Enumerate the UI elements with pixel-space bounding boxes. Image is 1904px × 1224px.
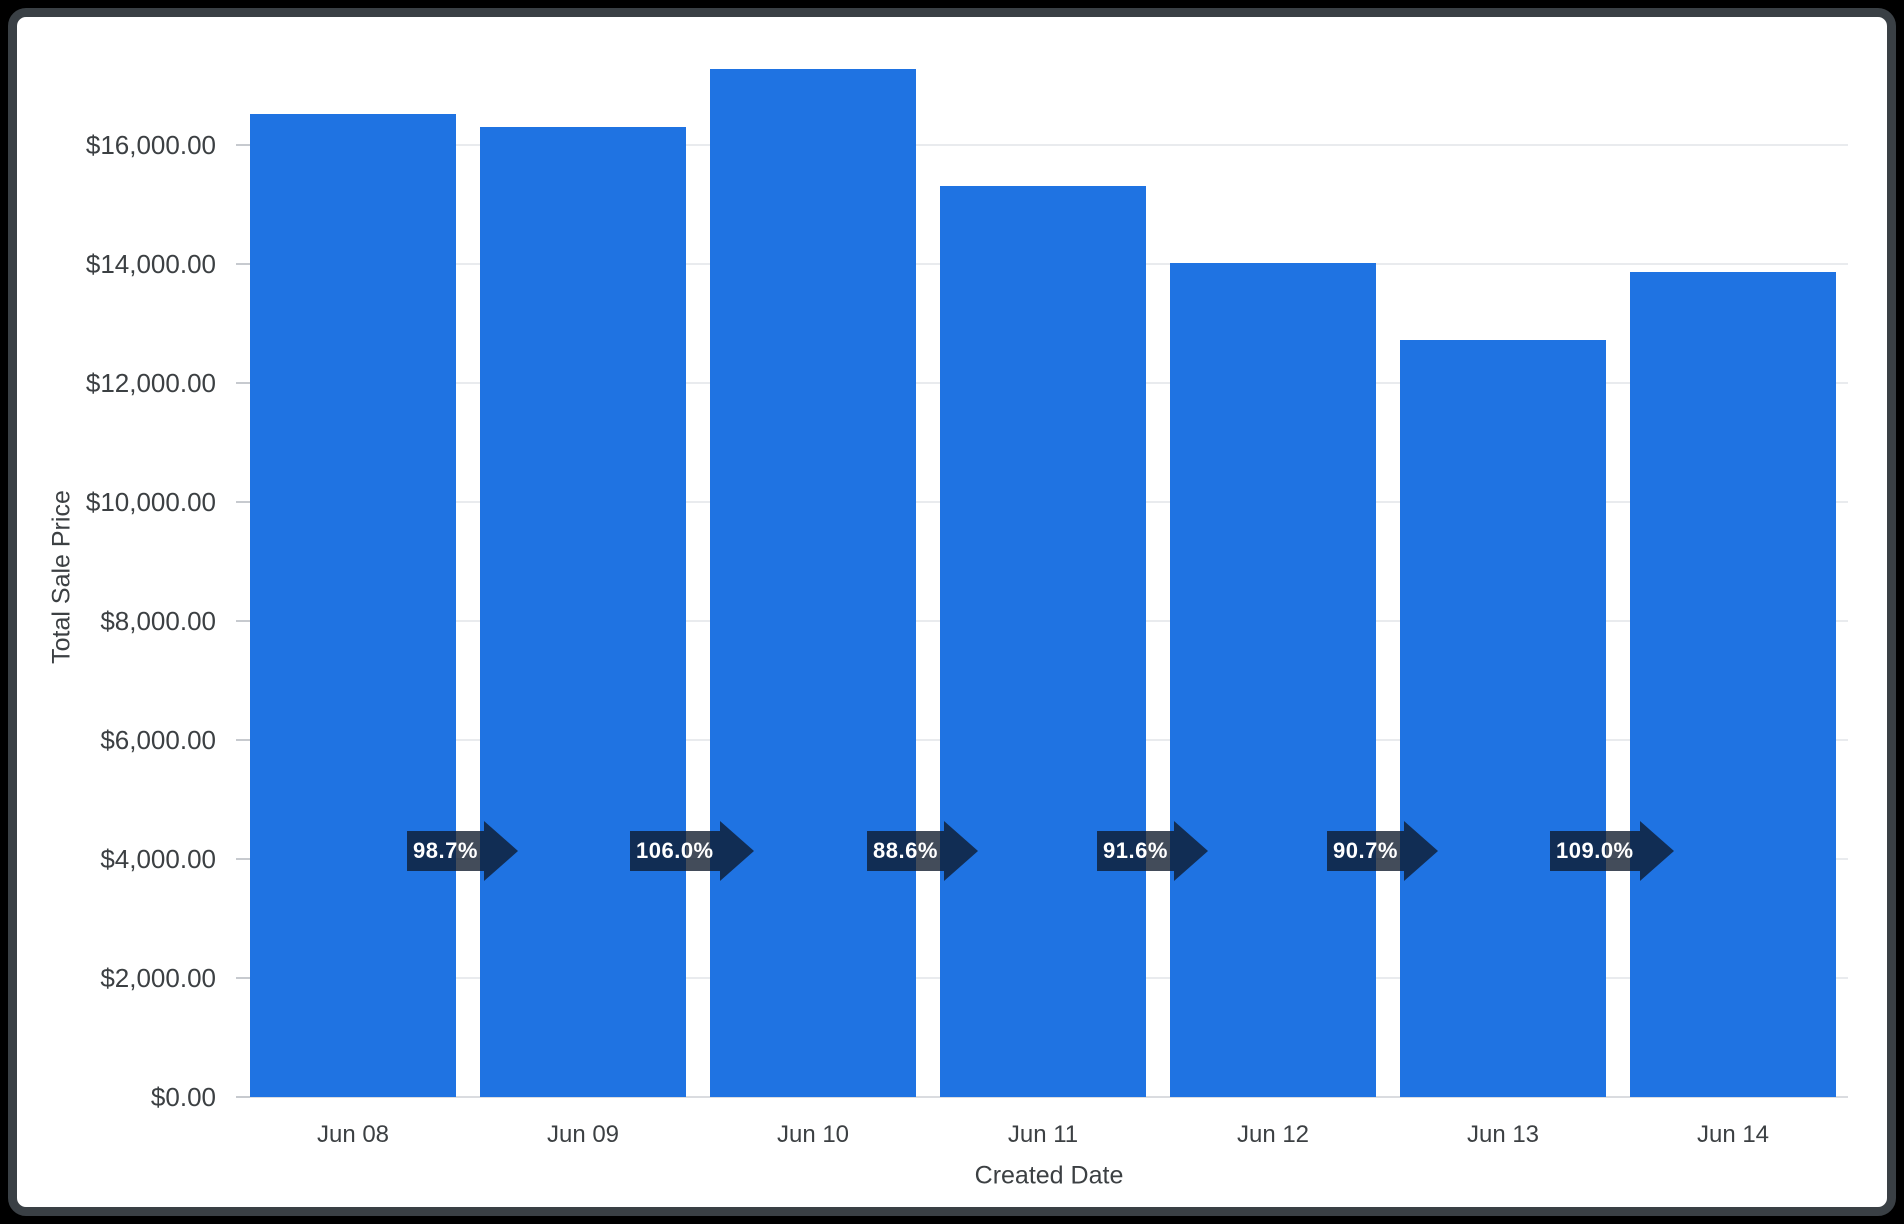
bar-jun-13[interactable]	[1400, 340, 1606, 1097]
arrow-right-icon	[483, 821, 518, 881]
y-axis-tick-mark	[236, 977, 250, 979]
y-axis-tick-label: $10,000.00	[85, 487, 216, 517]
x-axis-baseline	[250, 1096, 1848, 1098]
growth-badge-label: 88.6%	[867, 831, 944, 871]
growth-badge-label: 106.0%	[630, 831, 720, 871]
x-axis-title: Created Date	[974, 1161, 1124, 1190]
growth-badge: 90.7%	[1327, 821, 1438, 881]
y-axis-tick-label: $6,000.00	[100, 725, 216, 755]
x-axis-tick-label: Jun 09	[546, 1121, 620, 1148]
bar-jun-10[interactable]	[710, 68, 916, 1097]
x-axis-tick-label: Jun 14	[1696, 1121, 1770, 1148]
y-axis-tick-mark	[236, 1096, 250, 1098]
y-axis-tick-mark	[236, 144, 250, 146]
y-axis-tick-mark	[236, 263, 250, 265]
arrow-right-icon	[1639, 821, 1674, 881]
y-axis-tick-mark	[236, 739, 250, 741]
x-axis-tick-label: Jun 13	[1466, 1121, 1540, 1148]
growth-badge: 106.0%	[630, 821, 754, 881]
growth-badge-label: 109.0%	[1550, 831, 1640, 871]
growth-badge: 109.0%	[1550, 821, 1674, 881]
y-axis-title: Total Sale Price	[47, 490, 76, 664]
arrow-right-icon	[943, 821, 978, 881]
growth-badge-label: 90.7%	[1327, 831, 1404, 871]
x-axis-tick-label: Jun 10	[776, 1121, 850, 1148]
arrow-right-icon	[1403, 821, 1438, 881]
y-axis-tick-mark	[236, 620, 250, 622]
y-axis-tick-label: $12,000.00	[85, 368, 216, 398]
y-axis-tick-mark	[236, 382, 250, 384]
arrow-right-icon	[1173, 821, 1208, 881]
growth-badge: 98.7%	[407, 821, 518, 881]
x-axis-tick-label: Jun 12	[1236, 1121, 1310, 1148]
y-axis-tick-label: $4,000.00	[100, 844, 216, 874]
y-axis-tick-label: $8,000.00	[100, 606, 216, 636]
y-axis-tick-label: $0.00	[150, 1082, 216, 1112]
y-axis-tick-mark	[236, 501, 250, 503]
growth-badge-label: 91.6%	[1097, 831, 1174, 871]
bar-jun-12[interactable]	[1170, 262, 1376, 1097]
x-axis-tick-label: Jun 11	[1007, 1121, 1079, 1148]
gridline	[250, 144, 1848, 146]
y-axis-tick-mark	[236, 858, 250, 860]
x-axis-tick-label: Jun 08	[316, 1121, 390, 1148]
y-axis-tick-label: $14,000.00	[85, 249, 216, 279]
bar-jun-11[interactable]	[940, 186, 1146, 1097]
growth-badge: 91.6%	[1097, 821, 1208, 881]
y-axis-tick-label: $2,000.00	[100, 963, 216, 993]
y-axis-tick-label: $16,000.00	[85, 130, 216, 160]
growth-badge-label: 98.7%	[407, 831, 484, 871]
growth-badge: 88.6%	[867, 821, 978, 881]
arrow-right-icon	[719, 821, 754, 881]
bar-jun-08[interactable]	[250, 114, 456, 1097]
bar-jun-14[interactable]	[1630, 271, 1836, 1097]
bar-jun-09[interactable]	[480, 127, 686, 1097]
